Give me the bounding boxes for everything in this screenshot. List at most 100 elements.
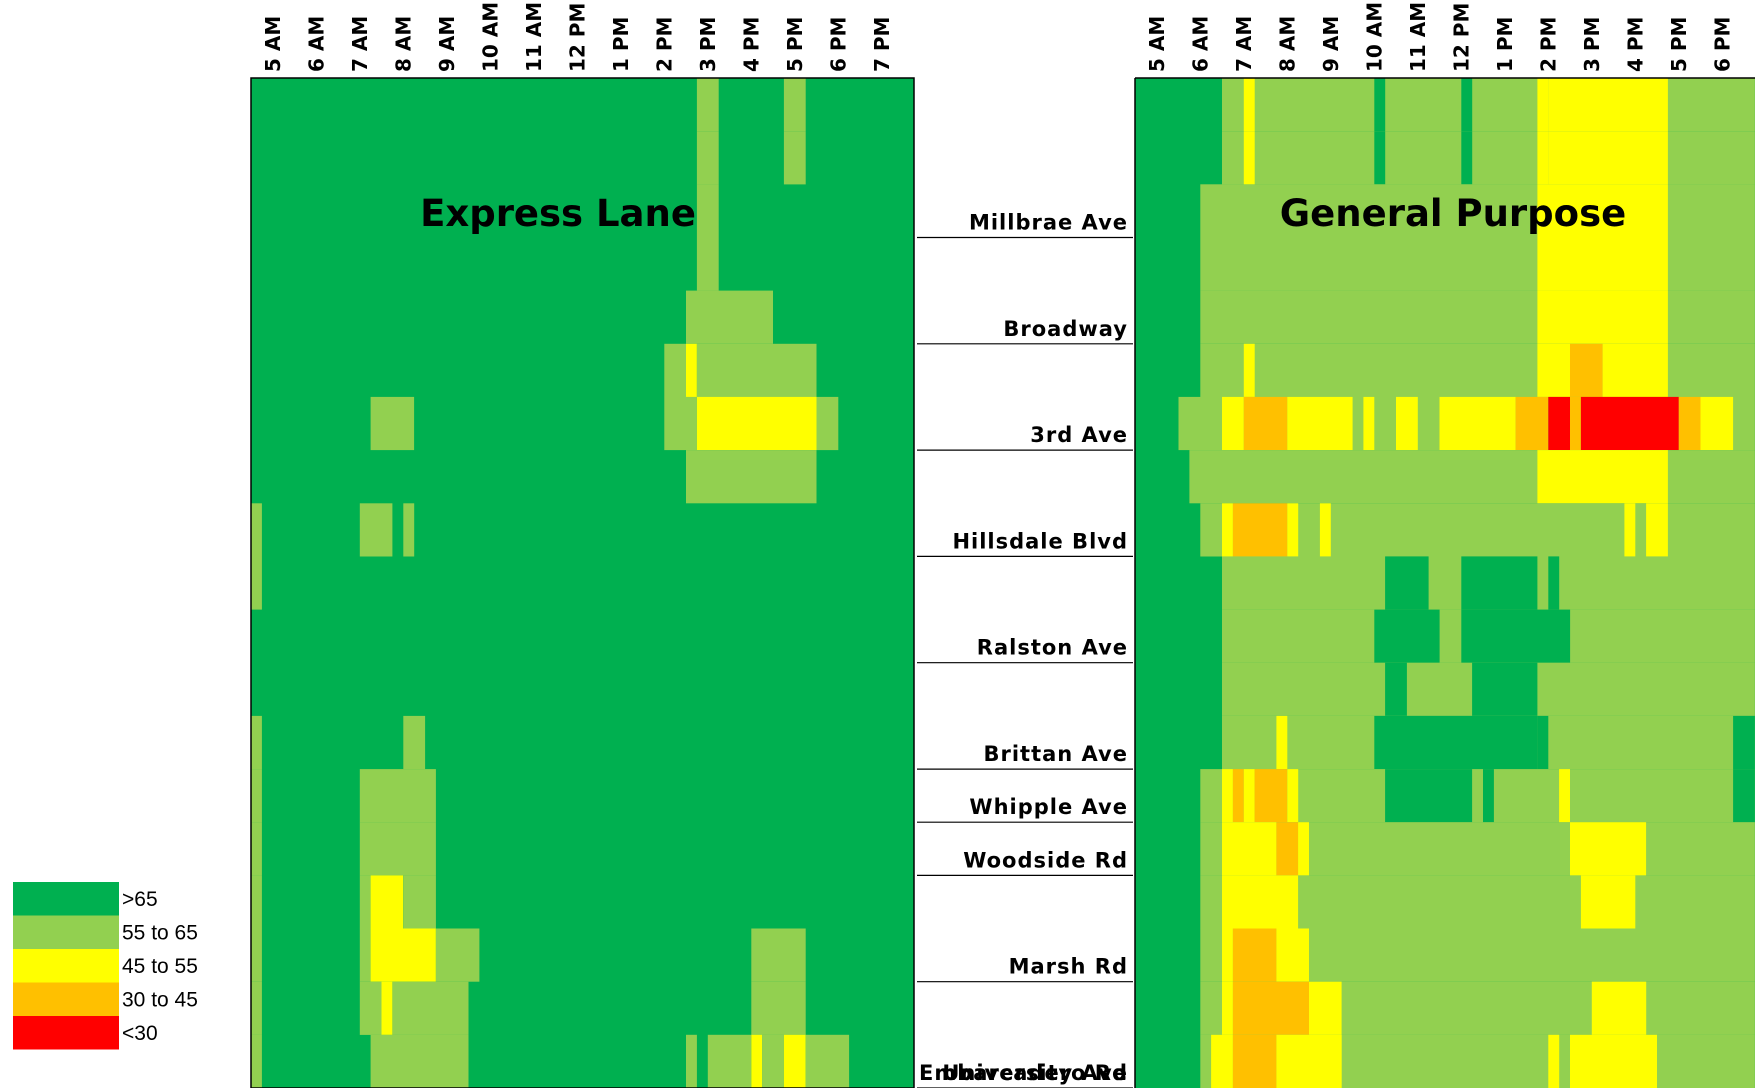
general-purpose-heatmap-cell: [1385, 662, 1407, 716]
legend-swatch: [13, 882, 119, 916]
express-lane-panel-border: [250, 77, 915, 1088]
legend-label: 45 to 55: [122, 955, 198, 978]
express-lane-time-label: 1 PM: [609, 17, 633, 72]
general-purpose-heatmap-cell: [1537, 715, 1549, 770]
express-lane-heatmap-cell: [403, 715, 426, 770]
general-purpose-time-label: 8 AM: [1275, 16, 1299, 72]
general-purpose-heatmap-cell: [1700, 396, 1734, 451]
general-purpose-heatmap-cell: [1222, 131, 1755, 185]
express-lane-time-label: 8 AM: [391, 16, 415, 72]
general-purpose-heatmap-cell: [1232, 503, 1288, 557]
general-purpose-heatmap-cell: [1461, 78, 1473, 132]
express-lane-heatmap-cell: [805, 1034, 850, 1088]
location-label: Ralston Ave: [977, 636, 1128, 660]
express-lane-time-label: 7 PM: [870, 17, 894, 72]
general-purpose-time-label: 4 PM: [1623, 17, 1647, 72]
general-purpose-heatmap-cell: [1570, 1034, 1657, 1088]
express-lane-heatmap-cell: [707, 1034, 752, 1088]
general-purpose-heatmap-cell: [1570, 343, 1603, 397]
express-lane-heatmap-cell: [251, 769, 262, 823]
general-purpose-heatmap-cell: [1222, 981, 1233, 1035]
general-purpose-heatmap-cell: [1200, 343, 1755, 397]
express-lane-heatmap-cell: [696, 78, 719, 132]
general-purpose-heatmap-cell: [1461, 131, 1473, 185]
express-lane-heatmap-cell: [696, 343, 817, 397]
express-lane-time-label: 6 PM: [826, 17, 850, 72]
express-lane-heatmap-cell: [751, 1034, 763, 1088]
general-purpose-heatmap-cell: [1537, 78, 1549, 132]
general-purpose-heatmap-cell: [1200, 290, 1755, 344]
express-lane-time-label: 2 PM: [652, 17, 676, 72]
location-label: University Ave: [942, 1061, 1128, 1085]
express-lane-heatmap-cell: [251, 928, 262, 982]
express-lane-heatmap-cell: [359, 503, 393, 557]
express-lane-heatmap-cell: [783, 1034, 806, 1088]
general-purpose-heatmap-cell: [1374, 78, 1386, 132]
express-lane-heatmap-cell: [251, 715, 262, 770]
general-purpose-heatmap-cell: [1222, 78, 1755, 132]
express-lane-heatmap-cell: [251, 981, 262, 1035]
general-purpose-heatmap-cell: [1570, 822, 1647, 876]
legend-swatch: [13, 949, 119, 983]
general-purpose-heatmap-cell: [1483, 769, 1494, 823]
legend-swatch: [13, 982, 119, 1016]
express-lane-heatmap-cell: [403, 503, 415, 557]
express-lane-heatmap-cell: [370, 1034, 469, 1088]
express-lane-time-label: 6 AM: [304, 16, 328, 72]
general-purpose-heatmap-cell: [1548, 131, 1668, 185]
express-lane-time-label: 7 AM: [348, 16, 372, 72]
general-purpose-heatmap-cell: [1439, 396, 1516, 451]
general-purpose-heatmap-cell: [1319, 503, 1331, 557]
general-purpose-heatmap-cell: [1200, 237, 1755, 291]
general-purpose-heatmap-cell: [1222, 928, 1233, 982]
express-lane-heatmap-cell: [751, 928, 806, 982]
general-purpose-time-label: 5 AM: [1145, 16, 1169, 72]
express-lane-heatmap-cell: [686, 1034, 697, 1088]
general-purpose-time-label: 5 PM: [1667, 17, 1691, 72]
location-label: 3rd Ave: [1030, 423, 1128, 447]
general-purpose-heatmap-cell: [1222, 396, 1244, 451]
express-lane-heatmap-cell: [816, 396, 839, 451]
express-lane-heatmap-cell: [359, 875, 371, 929]
general-purpose-heatmap-cell: [1222, 503, 1233, 557]
express-lane-heatmap-cell: [664, 396, 697, 451]
location-label: Embarcadero Rd: [919, 1061, 1128, 1085]
general-purpose-heatmap-cell: [1537, 450, 1668, 504]
general-purpose-time-label: 7 AM: [1232, 16, 1256, 72]
general-purpose-heatmap-cell: [1548, 78, 1668, 132]
general-purpose-heatmap-cell: [1624, 503, 1636, 557]
general-purpose-heatmap-cell: [1243, 396, 1288, 451]
express-lane-heatmap-cell: [381, 981, 393, 1035]
location-label: Brittan Ave: [983, 742, 1128, 766]
general-purpose-heatmap-cell: [1243, 769, 1255, 823]
legend-label: 30 to 45: [122, 988, 198, 1011]
general-purpose-time-label: 6 AM: [1188, 16, 1212, 72]
general-purpose-heatmap-cell: [1602, 343, 1668, 397]
legend-label: <30: [122, 1022, 158, 1045]
general-purpose-heatmap-cell: [1646, 503, 1668, 557]
location-label: Hillsdale Blvd: [952, 529, 1128, 553]
general-purpose-panel-title: General Purpose: [1280, 192, 1626, 235]
express-lane-heatmap-cell: [359, 769, 436, 823]
general-purpose-heatmap-cell: [1309, 981, 1342, 1035]
general-purpose-heatmap-cell: [1287, 769, 1299, 823]
general-purpose-heatmap-cell: [1243, 78, 1255, 132]
general-purpose-heatmap-cell: [1222, 822, 1277, 876]
express-lane-heatmap-cell: [783, 78, 806, 132]
general-purpose-heatmap-cell: [1287, 503, 1299, 557]
general-purpose-heatmap-cell: [1396, 396, 1418, 451]
express-lane-heatmap-cell: [686, 343, 697, 397]
express-lane-time-label: 12 PM: [565, 3, 589, 72]
general-purpose-heatmap-cell: [1243, 343, 1255, 397]
general-purpose-time-label: 10 AM: [1362, 2, 1386, 72]
location-label: Marsh Rd: [1009, 955, 1128, 979]
general-purpose-heatmap-cell: [1276, 1034, 1342, 1088]
general-purpose-heatmap-cell: [1580, 875, 1636, 929]
express-lane-heatmap-cell: [686, 450, 817, 504]
location-label: Whipple Ave: [969, 795, 1128, 819]
general-purpose-heatmap-cell: [1298, 822, 1309, 876]
express-lane-time-label: 4 PM: [739, 17, 763, 72]
express-lane-heatmap-cell: [696, 396, 817, 451]
express-lane-heatmap-cell: [359, 981, 382, 1035]
